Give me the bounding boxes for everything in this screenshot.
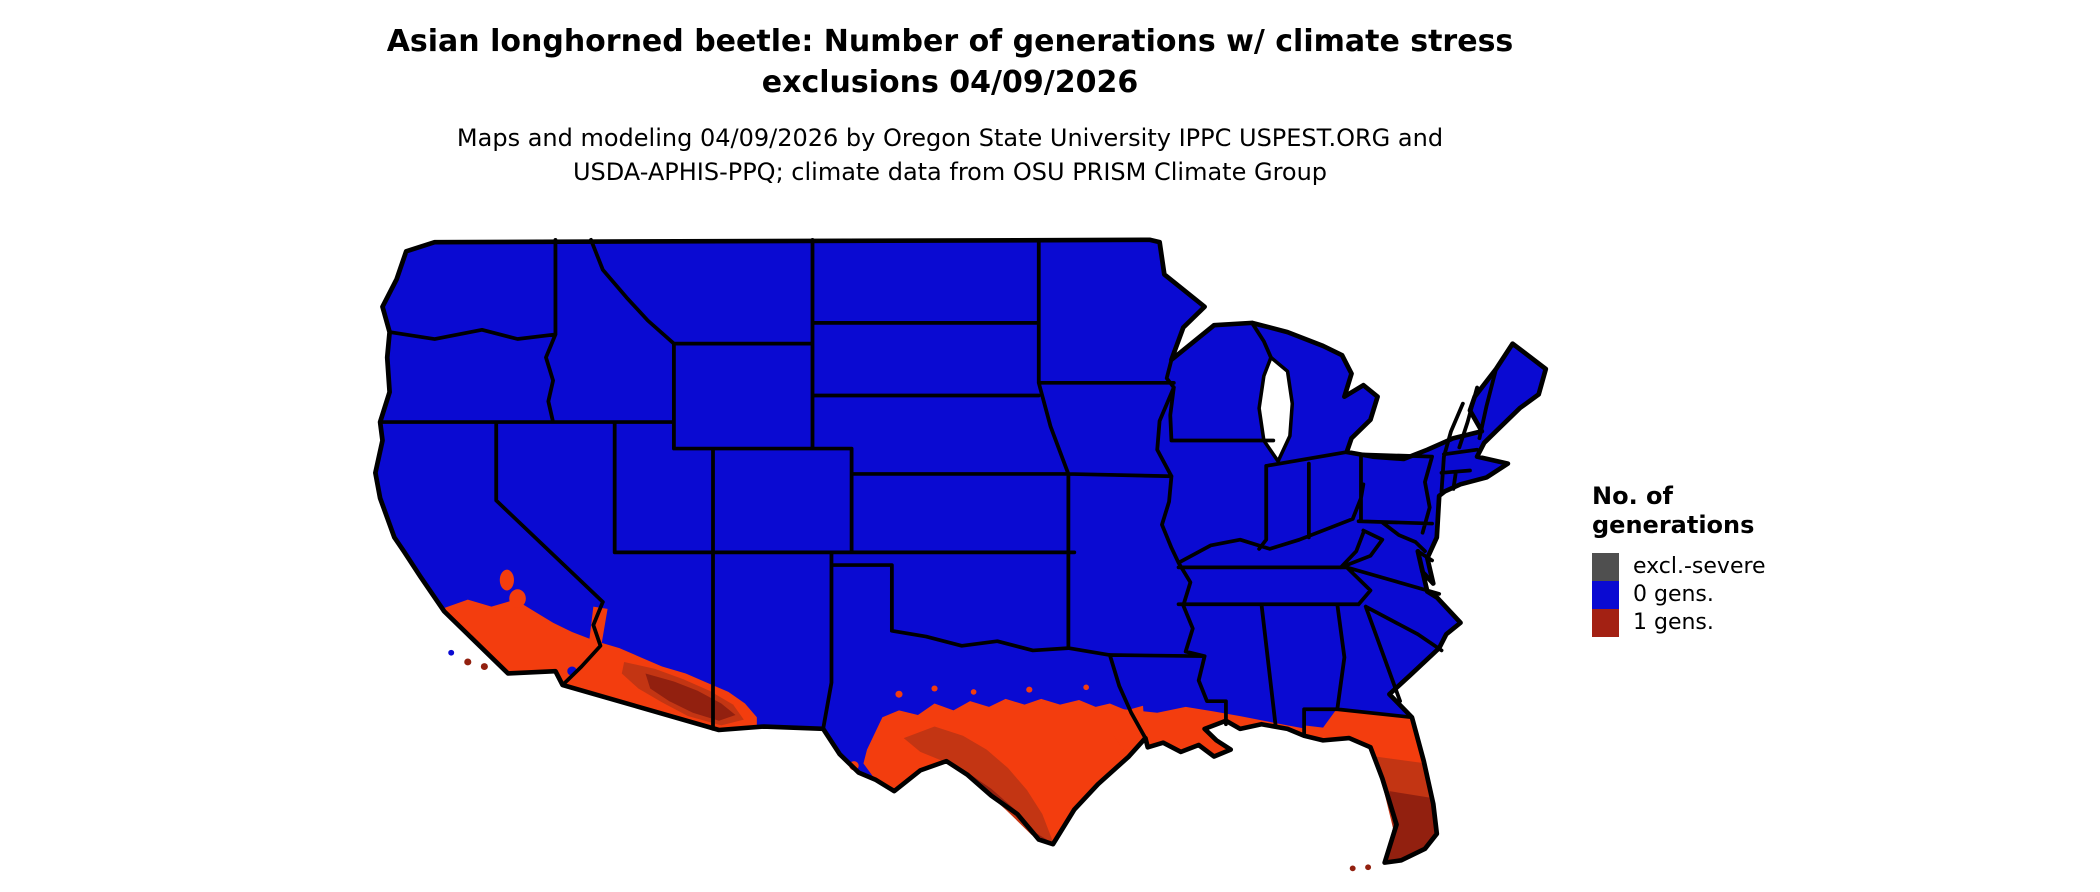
heat-speck-texas-5 bbox=[1083, 684, 1089, 691]
legend-title: No. of generations bbox=[1592, 482, 1892, 541]
map-title: Asian longhorned beetle: Number of gener… bbox=[340, 22, 1560, 103]
legend-swatch-zero-gens bbox=[1592, 580, 1619, 609]
heat-speck-texas bbox=[895, 690, 903, 698]
legend-rows: excl.-severe 0 gens. 1 gens. bbox=[1592, 552, 1892, 637]
map-legend: No. of generations excl.-severe 0 gens. … bbox=[1592, 482, 1892, 637]
map-subtitle-line2: USDA-APHIS-PPQ; climate data from OSU PR… bbox=[572, 157, 1328, 186]
state-borders bbox=[378, 237, 1498, 740]
us-map bbox=[373, 237, 1549, 872]
legend-item-excl-severe: excl.-severe bbox=[1592, 552, 1892, 581]
florida-keys-dot-2 bbox=[1349, 865, 1356, 872]
heat-strip-colorado-river bbox=[588, 606, 608, 651]
heat-region-gulf-coast bbox=[1112, 706, 1307, 758]
legend-item-zero-gens: 0 gens. bbox=[1592, 580, 1892, 609]
us-outline bbox=[373, 237, 1549, 865]
heat-speck-texas-3 bbox=[970, 689, 977, 695]
legend-item-one-gen: 1 gens. bbox=[1592, 608, 1892, 637]
legend-title-line2: generations bbox=[1592, 511, 1755, 540]
channel-island-dot-2 bbox=[480, 663, 488, 671]
lake-michigan bbox=[1257, 355, 1295, 463]
map-subtitle: Maps and modeling 04/09/2026 by Oregon S… bbox=[340, 122, 1560, 189]
heat-region-south-florida bbox=[1384, 791, 1437, 863]
heat-speck-texas-4 bbox=[1026, 686, 1033, 693]
us-map-container bbox=[328, 196, 1560, 888]
legend-swatch-excl-severe bbox=[1592, 552, 1619, 581]
map-title-line2: exclusions 04/09/2026 bbox=[761, 64, 1139, 100]
map-subtitle-line1: Maps and modeling 04/09/2026 by Oregon S… bbox=[456, 124, 1444, 152]
legend-label-zero-gens: 0 gens. bbox=[1633, 582, 1714, 608]
florida-keys-dot bbox=[1365, 864, 1372, 871]
heat-patch-central-valley bbox=[499, 569, 514, 591]
map-title-line1: Asian longhorned beetle: Number of gener… bbox=[386, 24, 1514, 59]
island-dot-blue bbox=[448, 649, 455, 656]
heat-speck-texas-2 bbox=[931, 685, 938, 692]
heat-patch-central-valley-2 bbox=[509, 589, 526, 608]
legend-title-line1: No. of bbox=[1592, 482, 1673, 510]
legend-swatch-one-gen bbox=[1592, 608, 1619, 637]
legend-label-excl-severe: excl.-severe bbox=[1633, 554, 1766, 580]
channel-island-dot bbox=[464, 658, 472, 666]
legend-label-one-gen: 1 gens. bbox=[1633, 610, 1714, 636]
